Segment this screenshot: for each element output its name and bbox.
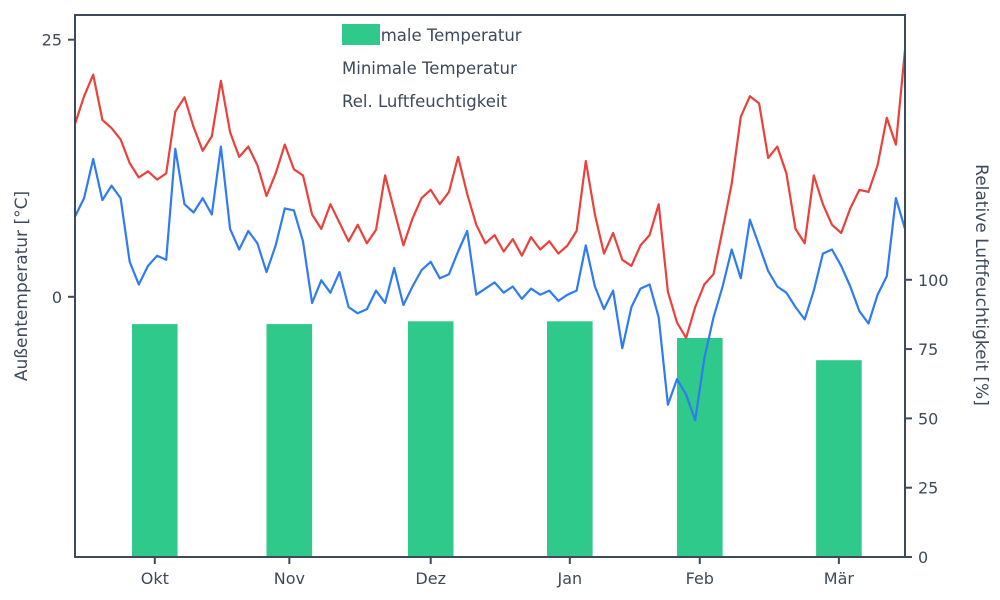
humidity-bar (266, 324, 313, 557)
right-tick-label: 75 (918, 340, 938, 359)
left-axis-label: Außentemperatur [°C] (12, 191, 32, 381)
legend-swatch-humidity (342, 24, 380, 45)
humidity-bar (547, 321, 593, 557)
x-tick-label: Okt (141, 569, 169, 588)
x-tick-label: Mär (824, 569, 855, 588)
legend: Maximale Temperatur Minimale Temperatur … (342, 24, 522, 112)
humidity-bar (132, 324, 178, 557)
right-axis-label: Relative Luftfeuchtigkeit [%] (971, 164, 991, 406)
right-tick-label: 25 (918, 479, 938, 498)
legend-label-max-temp: Maximale Temperatur (342, 25, 522, 45)
min-temp-line (73, 145, 907, 422)
humidity-bar (816, 360, 862, 557)
right-tick-label: 50 (918, 409, 938, 428)
max-temp-line (73, 48, 907, 339)
x-tick-label: Feb (686, 569, 714, 588)
right-tick-label: 100 (918, 271, 949, 290)
plot-frame (74, 14, 906, 558)
right-tick-label: 0 (918, 548, 928, 567)
humidity-bar (407, 321, 454, 557)
legend-item-min-temp: Minimale Temperatur (342, 24, 522, 79)
humidity-bar (677, 338, 723, 557)
legend-label-min-temp: Minimale Temperatur (342, 58, 517, 78)
legend-label-humidity: Rel. Luftfeuchtigkeit (342, 91, 507, 111)
legend-swatch-rect (342, 24, 380, 45)
x-tick-label: Jan (556, 569, 582, 588)
left-tick-label: 0 (52, 288, 62, 307)
left-tick-label: 25 (42, 31, 62, 50)
x-tick-label: Dez (415, 569, 446, 588)
legend-item-humidity: Rel. Luftfeuchtigkeit (342, 24, 522, 112)
x-tick-label: Nov (274, 569, 305, 588)
